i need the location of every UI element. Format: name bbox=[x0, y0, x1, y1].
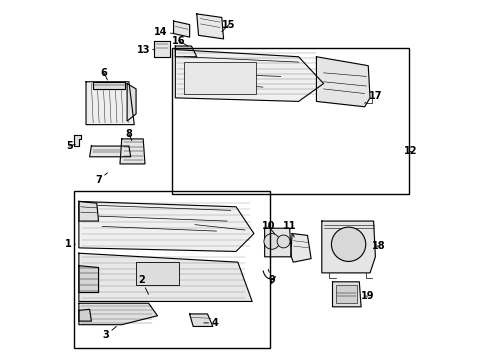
Polygon shape bbox=[190, 314, 213, 327]
Polygon shape bbox=[86, 82, 134, 125]
Polygon shape bbox=[175, 46, 197, 57]
Text: 5: 5 bbox=[66, 141, 75, 151]
Text: 1: 1 bbox=[65, 239, 75, 249]
Circle shape bbox=[264, 234, 280, 249]
Text: 8: 8 bbox=[125, 129, 132, 141]
Circle shape bbox=[331, 227, 366, 261]
Text: 13: 13 bbox=[136, 45, 155, 55]
Circle shape bbox=[277, 235, 290, 248]
Polygon shape bbox=[74, 135, 81, 146]
Text: 14: 14 bbox=[154, 27, 173, 37]
Bar bbox=[74, 191, 270, 348]
Polygon shape bbox=[317, 57, 370, 107]
Polygon shape bbox=[154, 41, 170, 57]
Polygon shape bbox=[79, 253, 252, 301]
Polygon shape bbox=[197, 14, 223, 39]
Polygon shape bbox=[322, 221, 375, 273]
Text: 19: 19 bbox=[361, 291, 374, 301]
Polygon shape bbox=[265, 228, 292, 257]
Bar bbox=[136, 262, 179, 285]
Text: 16: 16 bbox=[172, 36, 188, 46]
Text: 18: 18 bbox=[372, 241, 386, 251]
Text: 17: 17 bbox=[365, 91, 382, 103]
Polygon shape bbox=[333, 282, 361, 307]
Polygon shape bbox=[93, 82, 125, 89]
Polygon shape bbox=[90, 146, 131, 157]
Bar bbox=[172, 48, 409, 194]
Text: 4: 4 bbox=[204, 318, 218, 328]
Polygon shape bbox=[175, 50, 323, 102]
Polygon shape bbox=[79, 202, 98, 221]
Text: 10: 10 bbox=[262, 221, 275, 234]
Polygon shape bbox=[79, 303, 157, 325]
Text: 12: 12 bbox=[404, 147, 418, 157]
Text: 3: 3 bbox=[102, 327, 117, 341]
Bar bbox=[184, 62, 256, 94]
Polygon shape bbox=[291, 234, 311, 262]
Text: 6: 6 bbox=[100, 68, 107, 80]
Text: 11: 11 bbox=[283, 221, 296, 237]
Text: 9: 9 bbox=[268, 269, 275, 285]
Bar bbox=[336, 285, 357, 303]
Polygon shape bbox=[127, 84, 136, 121]
Text: 7: 7 bbox=[95, 173, 107, 185]
Polygon shape bbox=[79, 309, 92, 321]
Text: 2: 2 bbox=[138, 275, 148, 294]
Text: 15: 15 bbox=[222, 19, 236, 32]
Polygon shape bbox=[173, 21, 190, 37]
Polygon shape bbox=[120, 139, 145, 164]
Polygon shape bbox=[79, 266, 98, 293]
Polygon shape bbox=[79, 202, 254, 251]
